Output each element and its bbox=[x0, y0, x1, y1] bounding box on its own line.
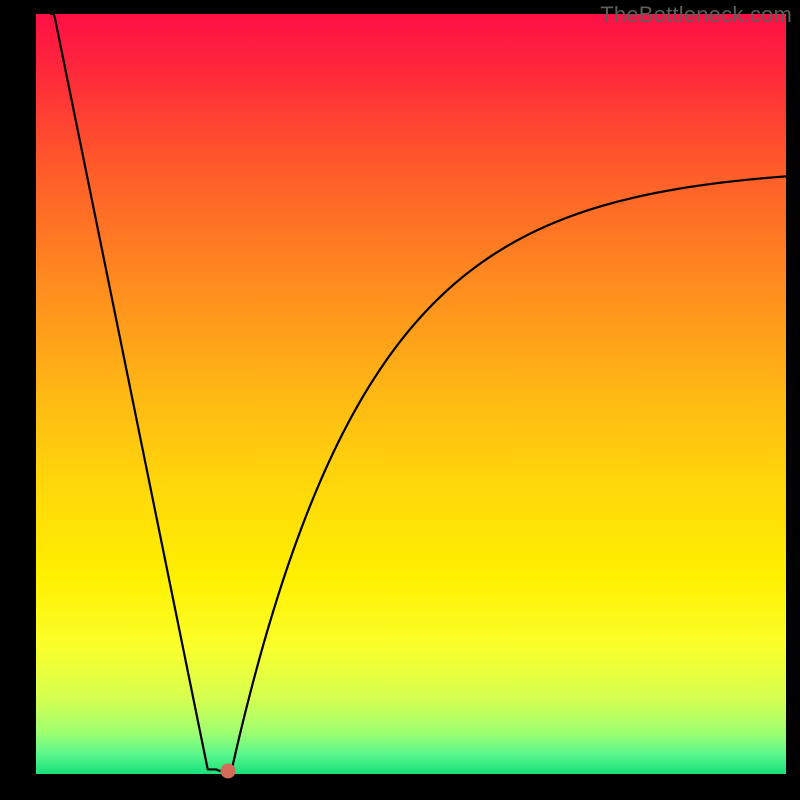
optimal-point-marker bbox=[221, 763, 236, 778]
chart-stage: TheBottleneck.com bbox=[0, 0, 800, 800]
plot-background bbox=[36, 14, 786, 774]
bottleneck-chart-svg bbox=[0, 0, 800, 800]
